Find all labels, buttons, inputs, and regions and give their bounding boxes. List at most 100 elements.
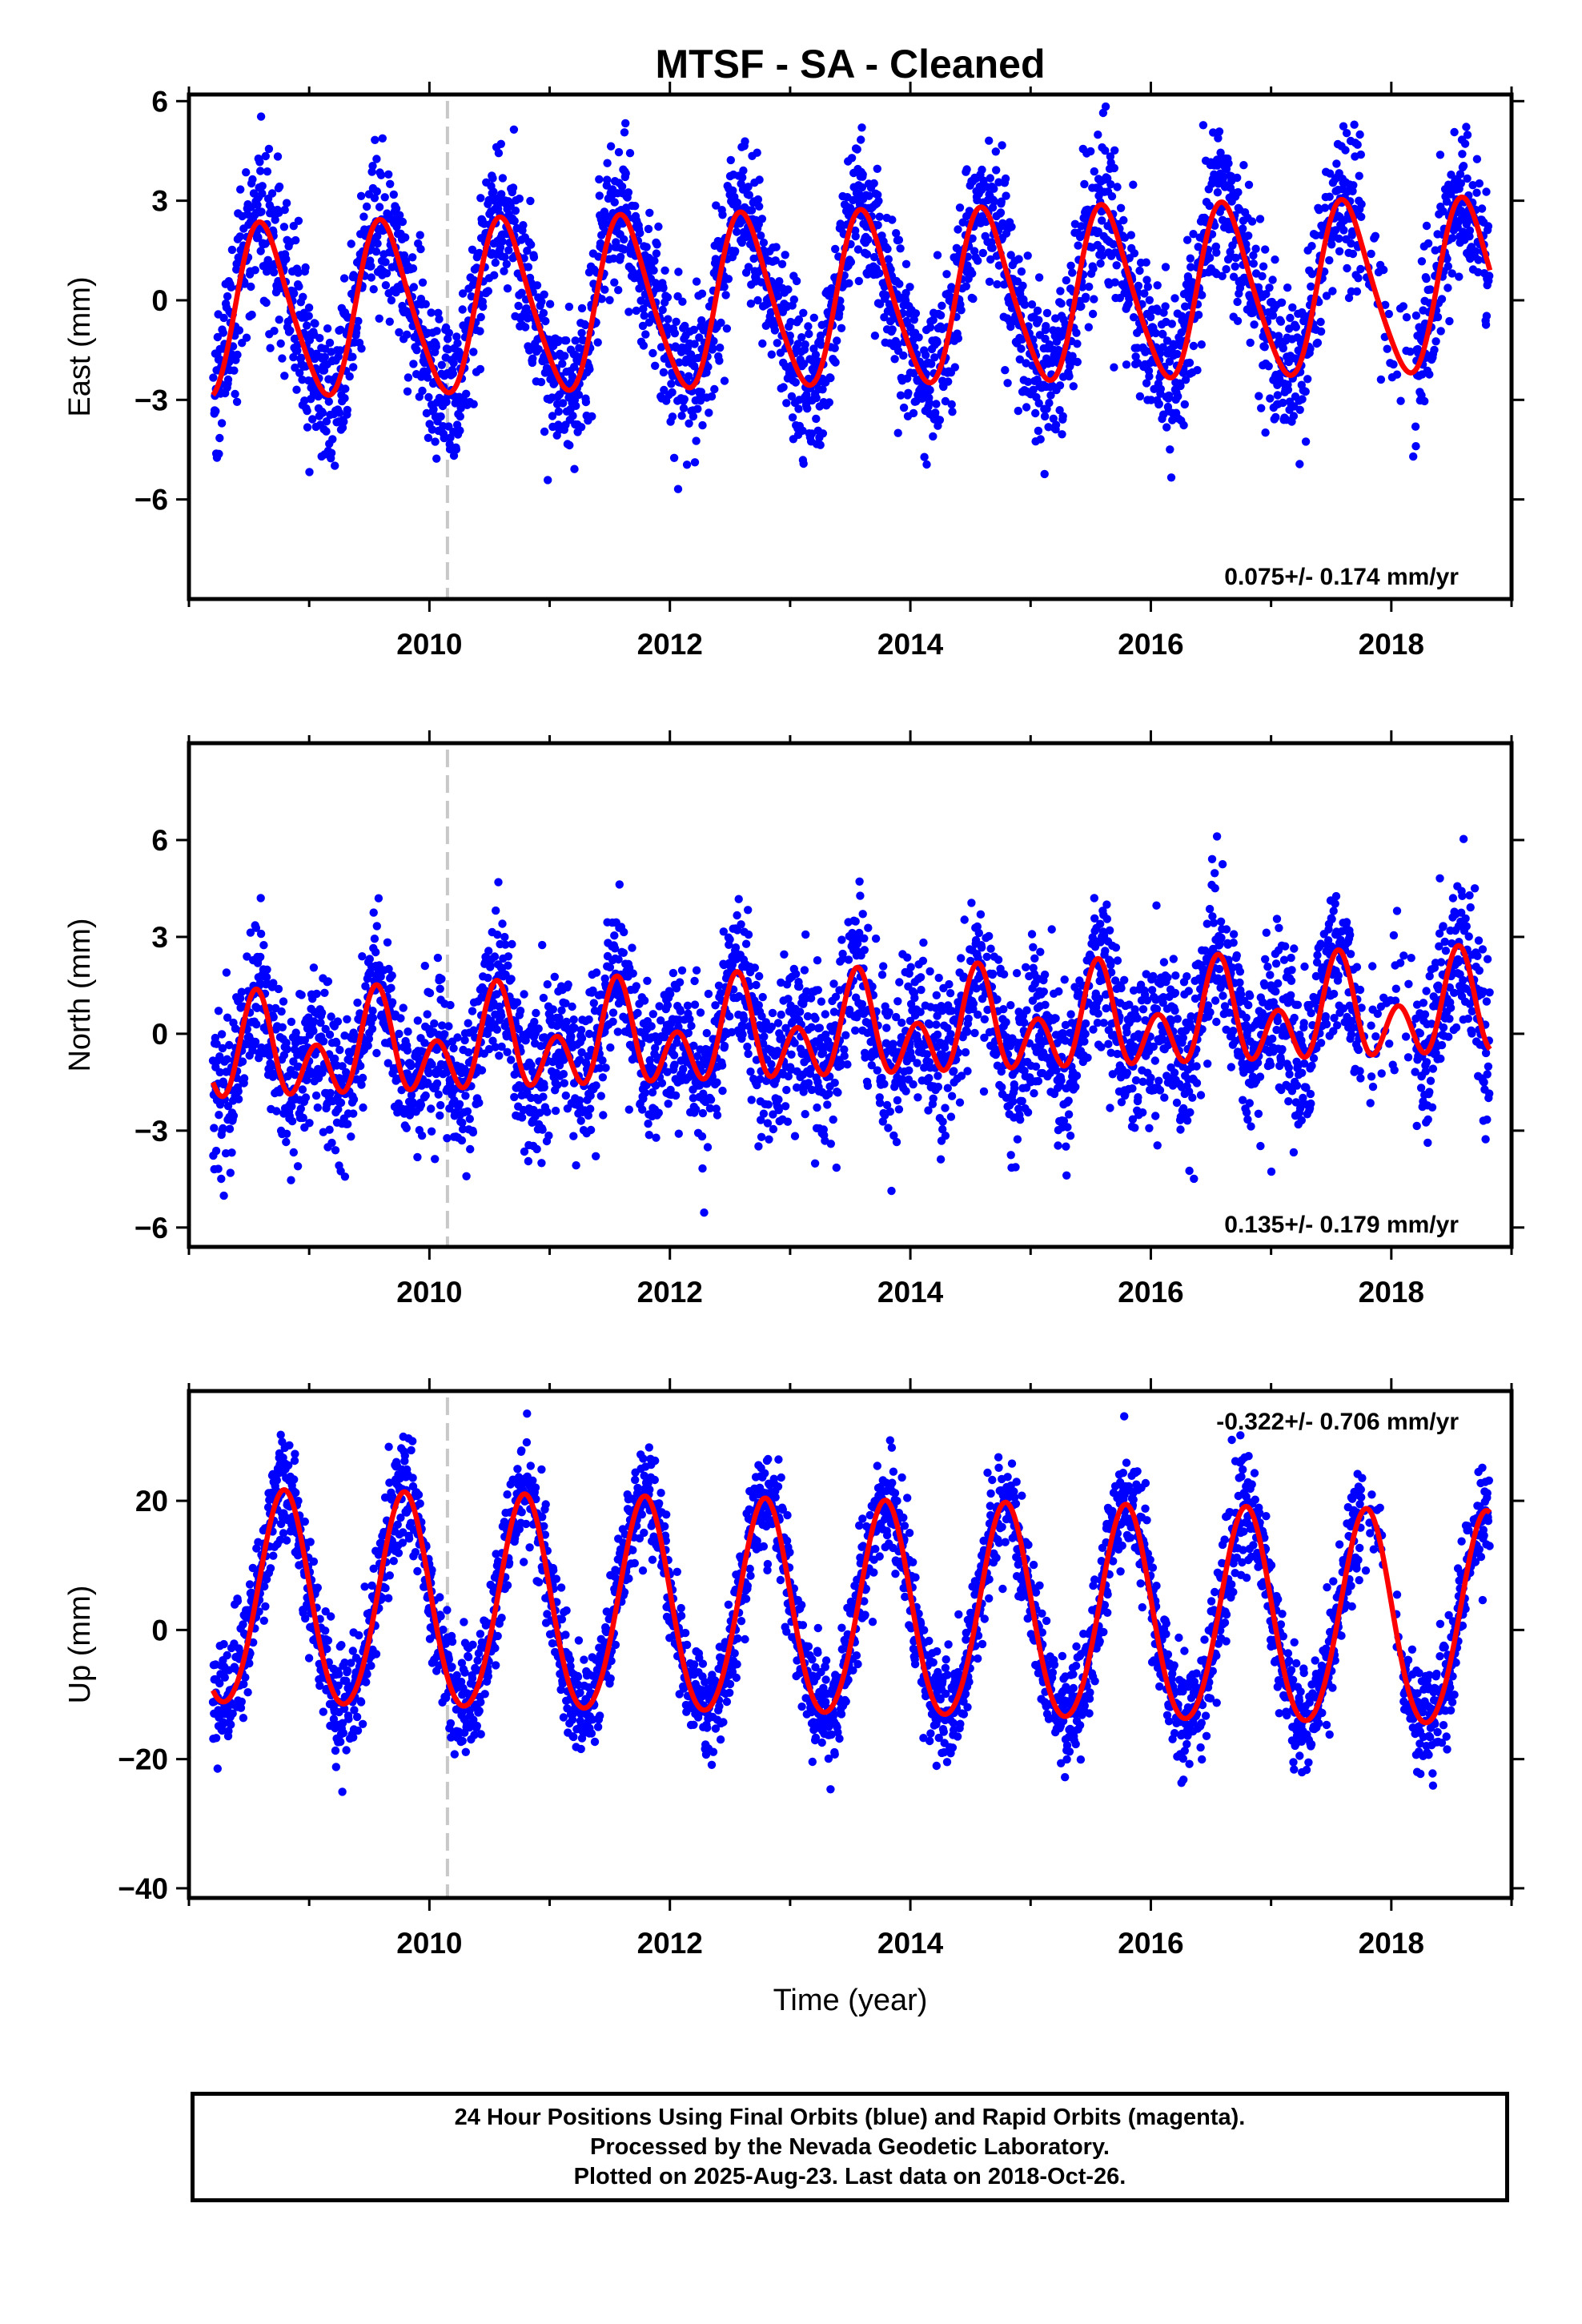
data-point: [932, 400, 941, 408]
data-point: [620, 235, 628, 244]
data-point: [449, 359, 458, 368]
data-point: [538, 1125, 547, 1134]
data-point: [615, 880, 624, 889]
data-point: [576, 423, 586, 432]
data-point: [562, 1017, 571, 1027]
data-point: [528, 354, 537, 363]
data-point: [234, 1087, 243, 1096]
y-tick-label: 0: [151, 284, 168, 317]
data-point: [318, 408, 327, 417]
data-point: [750, 963, 759, 972]
data-point: [812, 414, 821, 424]
data-point: [617, 182, 627, 191]
data-point: [692, 436, 701, 445]
data-point: [970, 247, 979, 255]
data-point: [1355, 130, 1364, 139]
data-point: [387, 983, 396, 992]
data-point: [1422, 274, 1431, 283]
data-point: [1343, 263, 1351, 273]
data-point: [1120, 233, 1130, 242]
data-point: [743, 1042, 752, 1051]
data-point: [1259, 262, 1268, 271]
data-point: [1167, 320, 1177, 328]
data-point: [235, 232, 244, 241]
data-point: [801, 1110, 809, 1119]
data-point: [335, 408, 344, 417]
data-point: [383, 1059, 392, 1068]
data-point: [773, 1019, 783, 1027]
data-point: [213, 332, 222, 342]
data-point: [467, 292, 476, 301]
data-point: [1158, 343, 1167, 352]
data-point: [427, 1127, 436, 1136]
data-point: [679, 404, 689, 412]
data-point: [684, 1028, 693, 1038]
data-point: [1142, 275, 1151, 284]
data-point: [793, 340, 802, 348]
data-point: [702, 1028, 711, 1038]
data-point: [1066, 261, 1075, 270]
data-point: [1353, 140, 1362, 149]
data-point: [494, 878, 503, 887]
data-point: [1264, 362, 1273, 371]
data-point: [1022, 403, 1031, 412]
data-point: [790, 1132, 800, 1140]
data-point: [978, 248, 988, 258]
data-point: [500, 932, 509, 942]
data-point: [466, 1144, 475, 1154]
data-point: [461, 1092, 470, 1100]
data-point: [1277, 298, 1287, 307]
data-point: [677, 412, 686, 420]
data-point: [490, 952, 500, 961]
data-point: [869, 179, 878, 188]
data-point: [613, 1027, 622, 1036]
data-point: [372, 187, 381, 196]
data-point: [1474, 255, 1483, 264]
data-point: [272, 1107, 281, 1116]
data-point: [1058, 412, 1067, 420]
data-point: [1450, 127, 1459, 137]
data-point: [786, 317, 795, 327]
data-point: [670, 329, 680, 338]
data-point: [1194, 311, 1203, 320]
data-point: [498, 174, 508, 183]
data-point: [944, 377, 953, 386]
data-point: [1295, 405, 1304, 414]
data-point: [357, 344, 366, 353]
data-point: [540, 290, 548, 299]
data-point: [287, 1116, 297, 1126]
data-point: [1110, 278, 1119, 287]
data-point: [1086, 147, 1095, 156]
data-point: [589, 999, 598, 1007]
data-point: [1463, 174, 1472, 183]
data-point: [428, 1060, 436, 1069]
data-point: [1046, 391, 1055, 400]
data-point: [639, 341, 648, 350]
data-point: [456, 412, 464, 421]
data-point: [599, 1111, 608, 1120]
data-point: [503, 284, 512, 293]
data-point: [399, 1003, 408, 1012]
data-point: [347, 239, 355, 248]
data-point: [567, 1032, 576, 1041]
data-point: [375, 203, 384, 211]
data-point: [294, 216, 303, 225]
data-point: [1186, 263, 1195, 271]
data-point: [225, 1040, 234, 1050]
data-point: [857, 135, 865, 144]
data-point: [1234, 187, 1243, 197]
data-point: [718, 211, 727, 219]
data-point: [620, 128, 629, 137]
data-point: [667, 380, 676, 388]
data-point: [219, 1124, 227, 1133]
data-point: [737, 920, 745, 929]
data-point: [588, 412, 596, 421]
data-point: [1129, 180, 1138, 189]
data-point: [1106, 180, 1115, 189]
data-point: [893, 340, 902, 349]
data-point: [223, 1102, 233, 1111]
data-point: [1002, 191, 1010, 200]
data-point: [517, 288, 526, 297]
data-point: [663, 293, 673, 302]
data-point: [403, 330, 412, 339]
